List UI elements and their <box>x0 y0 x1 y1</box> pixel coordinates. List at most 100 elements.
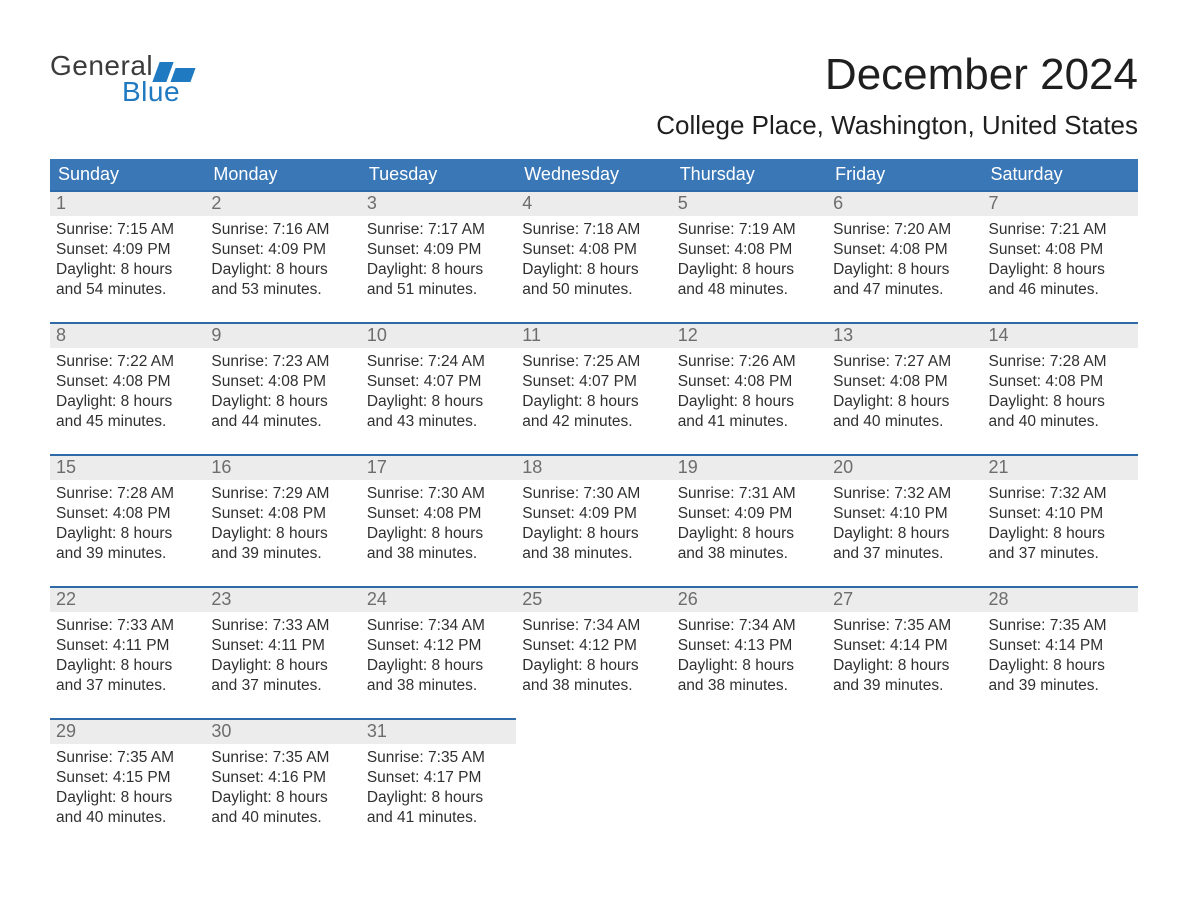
day-d2: and 39 minutes. <box>56 544 199 564</box>
day-sunset: Sunset: 4:09 PM <box>211 240 354 260</box>
day-details: Sunrise: 7:26 AMSunset: 4:08 PMDaylight:… <box>672 348 827 433</box>
header-bar: General Blue December 2024 College Place… <box>50 50 1138 159</box>
day-sunrise: Sunrise: 7:23 AM <box>211 352 354 372</box>
weekday-header: Sunday <box>50 159 205 190</box>
day-number: 3 <box>361 190 516 216</box>
weekday-header: Monday <box>205 159 360 190</box>
weekday-header: Friday <box>827 159 982 190</box>
day-sunrise: Sunrise: 7:18 AM <box>522 220 665 240</box>
calendar-cell: . <box>516 718 671 850</box>
day-details: Sunrise: 7:23 AMSunset: 4:08 PMDaylight:… <box>205 348 360 433</box>
day-number: 31 <box>361 718 516 744</box>
day-sunset: Sunset: 4:09 PM <box>678 504 821 524</box>
day-number: 27 <box>827 586 982 612</box>
day-details: Sunrise: 7:35 AMSunset: 4:17 PMDaylight:… <box>361 744 516 829</box>
day-d1: Daylight: 8 hours <box>211 656 354 676</box>
day-d2: and 38 minutes. <box>522 676 665 696</box>
day-sunrise: Sunrise: 7:17 AM <box>367 220 510 240</box>
day-sunset: Sunset: 4:08 PM <box>522 240 665 260</box>
day-sunrise: Sunrise: 7:21 AM <box>989 220 1132 240</box>
calendar-cell: 25Sunrise: 7:34 AMSunset: 4:12 PMDayligh… <box>516 586 671 718</box>
day-d2: and 39 minutes. <box>833 676 976 696</box>
day-details: Sunrise: 7:22 AMSunset: 4:08 PMDaylight:… <box>50 348 205 433</box>
day-d1: Daylight: 8 hours <box>833 392 976 412</box>
day-d2: and 38 minutes. <box>367 544 510 564</box>
day-sunset: Sunset: 4:10 PM <box>833 504 976 524</box>
calendar-cell: 17Sunrise: 7:30 AMSunset: 4:08 PMDayligh… <box>361 454 516 586</box>
day-sunrise: Sunrise: 7:35 AM <box>367 748 510 768</box>
day-d1: Daylight: 8 hours <box>211 260 354 280</box>
day-details: Sunrise: 7:35 AMSunset: 4:16 PMDaylight:… <box>205 744 360 829</box>
day-sunrise: Sunrise: 7:20 AM <box>833 220 976 240</box>
day-number: 7 <box>983 190 1138 216</box>
day-sunset: Sunset: 4:07 PM <box>367 372 510 392</box>
day-d2: and 43 minutes. <box>367 412 510 432</box>
calendar-cell: 19Sunrise: 7:31 AMSunset: 4:09 PMDayligh… <box>672 454 827 586</box>
day-sunrise: Sunrise: 7:27 AM <box>833 352 976 372</box>
day-d2: and 45 minutes. <box>56 412 199 432</box>
day-sunrise: Sunrise: 7:29 AM <box>211 484 354 504</box>
day-sunset: Sunset: 4:08 PM <box>211 504 354 524</box>
calendar-cell: 22Sunrise: 7:33 AMSunset: 4:11 PMDayligh… <box>50 586 205 718</box>
day-sunset: Sunset: 4:08 PM <box>56 372 199 392</box>
calendar-cell: 6Sunrise: 7:20 AMSunset: 4:08 PMDaylight… <box>827 190 982 322</box>
day-d1: Daylight: 8 hours <box>211 392 354 412</box>
day-number: 22 <box>50 586 205 612</box>
day-number: 26 <box>672 586 827 612</box>
day-details: Sunrise: 7:33 AMSunset: 4:11 PMDaylight:… <box>205 612 360 697</box>
calendar-cell: 20Sunrise: 7:32 AMSunset: 4:10 PMDayligh… <box>827 454 982 586</box>
day-d1: Daylight: 8 hours <box>678 656 821 676</box>
day-number: 10 <box>361 322 516 348</box>
calendar-cell: 9Sunrise: 7:23 AMSunset: 4:08 PMDaylight… <box>205 322 360 454</box>
day-sunrise: Sunrise: 7:32 AM <box>833 484 976 504</box>
day-d2: and 41 minutes. <box>678 412 821 432</box>
calendar-cell: 11Sunrise: 7:25 AMSunset: 4:07 PMDayligh… <box>516 322 671 454</box>
day-d2: and 40 minutes. <box>56 808 199 828</box>
day-d2: and 53 minutes. <box>211 280 354 300</box>
weekday-header-row: Sunday Monday Tuesday Wednesday Thursday… <box>50 159 1138 190</box>
day-d2: and 38 minutes. <box>678 676 821 696</box>
calendar-cell: 18Sunrise: 7:30 AMSunset: 4:09 PMDayligh… <box>516 454 671 586</box>
day-sunset: Sunset: 4:15 PM <box>56 768 199 788</box>
day-sunset: Sunset: 4:13 PM <box>678 636 821 656</box>
day-sunrise: Sunrise: 7:33 AM <box>211 616 354 636</box>
day-number: 23 <box>205 586 360 612</box>
day-d1: Daylight: 8 hours <box>989 524 1132 544</box>
calendar-cell: 15Sunrise: 7:28 AMSunset: 4:08 PMDayligh… <box>50 454 205 586</box>
day-sunrise: Sunrise: 7:32 AM <box>989 484 1132 504</box>
day-details: Sunrise: 7:29 AMSunset: 4:08 PMDaylight:… <box>205 480 360 565</box>
day-number: 15 <box>50 454 205 480</box>
day-d1: Daylight: 8 hours <box>678 260 821 280</box>
calendar-cell: 27Sunrise: 7:35 AMSunset: 4:14 PMDayligh… <box>827 586 982 718</box>
day-sunrise: Sunrise: 7:34 AM <box>678 616 821 636</box>
day-sunset: Sunset: 4:09 PM <box>367 240 510 260</box>
calendar-cell: 12Sunrise: 7:26 AMSunset: 4:08 PMDayligh… <box>672 322 827 454</box>
day-sunset: Sunset: 4:11 PM <box>211 636 354 656</box>
day-d1: Daylight: 8 hours <box>989 260 1132 280</box>
day-details: Sunrise: 7:31 AMSunset: 4:09 PMDaylight:… <box>672 480 827 565</box>
day-sunset: Sunset: 4:08 PM <box>833 240 976 260</box>
calendar-cell: 5Sunrise: 7:19 AMSunset: 4:08 PMDaylight… <box>672 190 827 322</box>
day-d1: Daylight: 8 hours <box>56 260 199 280</box>
day-d2: and 42 minutes. <box>522 412 665 432</box>
day-d1: Daylight: 8 hours <box>678 392 821 412</box>
day-d2: and 37 minutes. <box>211 676 354 696</box>
day-number: 24 <box>361 586 516 612</box>
day-sunset: Sunset: 4:08 PM <box>989 240 1132 260</box>
day-d1: Daylight: 8 hours <box>989 656 1132 676</box>
calendar-cell: 4Sunrise: 7:18 AMSunset: 4:08 PMDaylight… <box>516 190 671 322</box>
day-d1: Daylight: 8 hours <box>367 788 510 808</box>
day-d2: and 48 minutes. <box>678 280 821 300</box>
day-sunrise: Sunrise: 7:16 AM <box>211 220 354 240</box>
day-sunrise: Sunrise: 7:35 AM <box>833 616 976 636</box>
day-details: Sunrise: 7:30 AMSunset: 4:09 PMDaylight:… <box>516 480 671 565</box>
day-d2: and 37 minutes. <box>833 544 976 564</box>
day-d1: Daylight: 8 hours <box>522 524 665 544</box>
day-sunrise: Sunrise: 7:35 AM <box>989 616 1132 636</box>
day-d1: Daylight: 8 hours <box>367 656 510 676</box>
day-sunrise: Sunrise: 7:30 AM <box>522 484 665 504</box>
day-details: Sunrise: 7:25 AMSunset: 4:07 PMDaylight:… <box>516 348 671 433</box>
day-d1: Daylight: 8 hours <box>678 524 821 544</box>
calendar-cell: 24Sunrise: 7:34 AMSunset: 4:12 PMDayligh… <box>361 586 516 718</box>
calendar-cell: 30Sunrise: 7:35 AMSunset: 4:16 PMDayligh… <box>205 718 360 850</box>
